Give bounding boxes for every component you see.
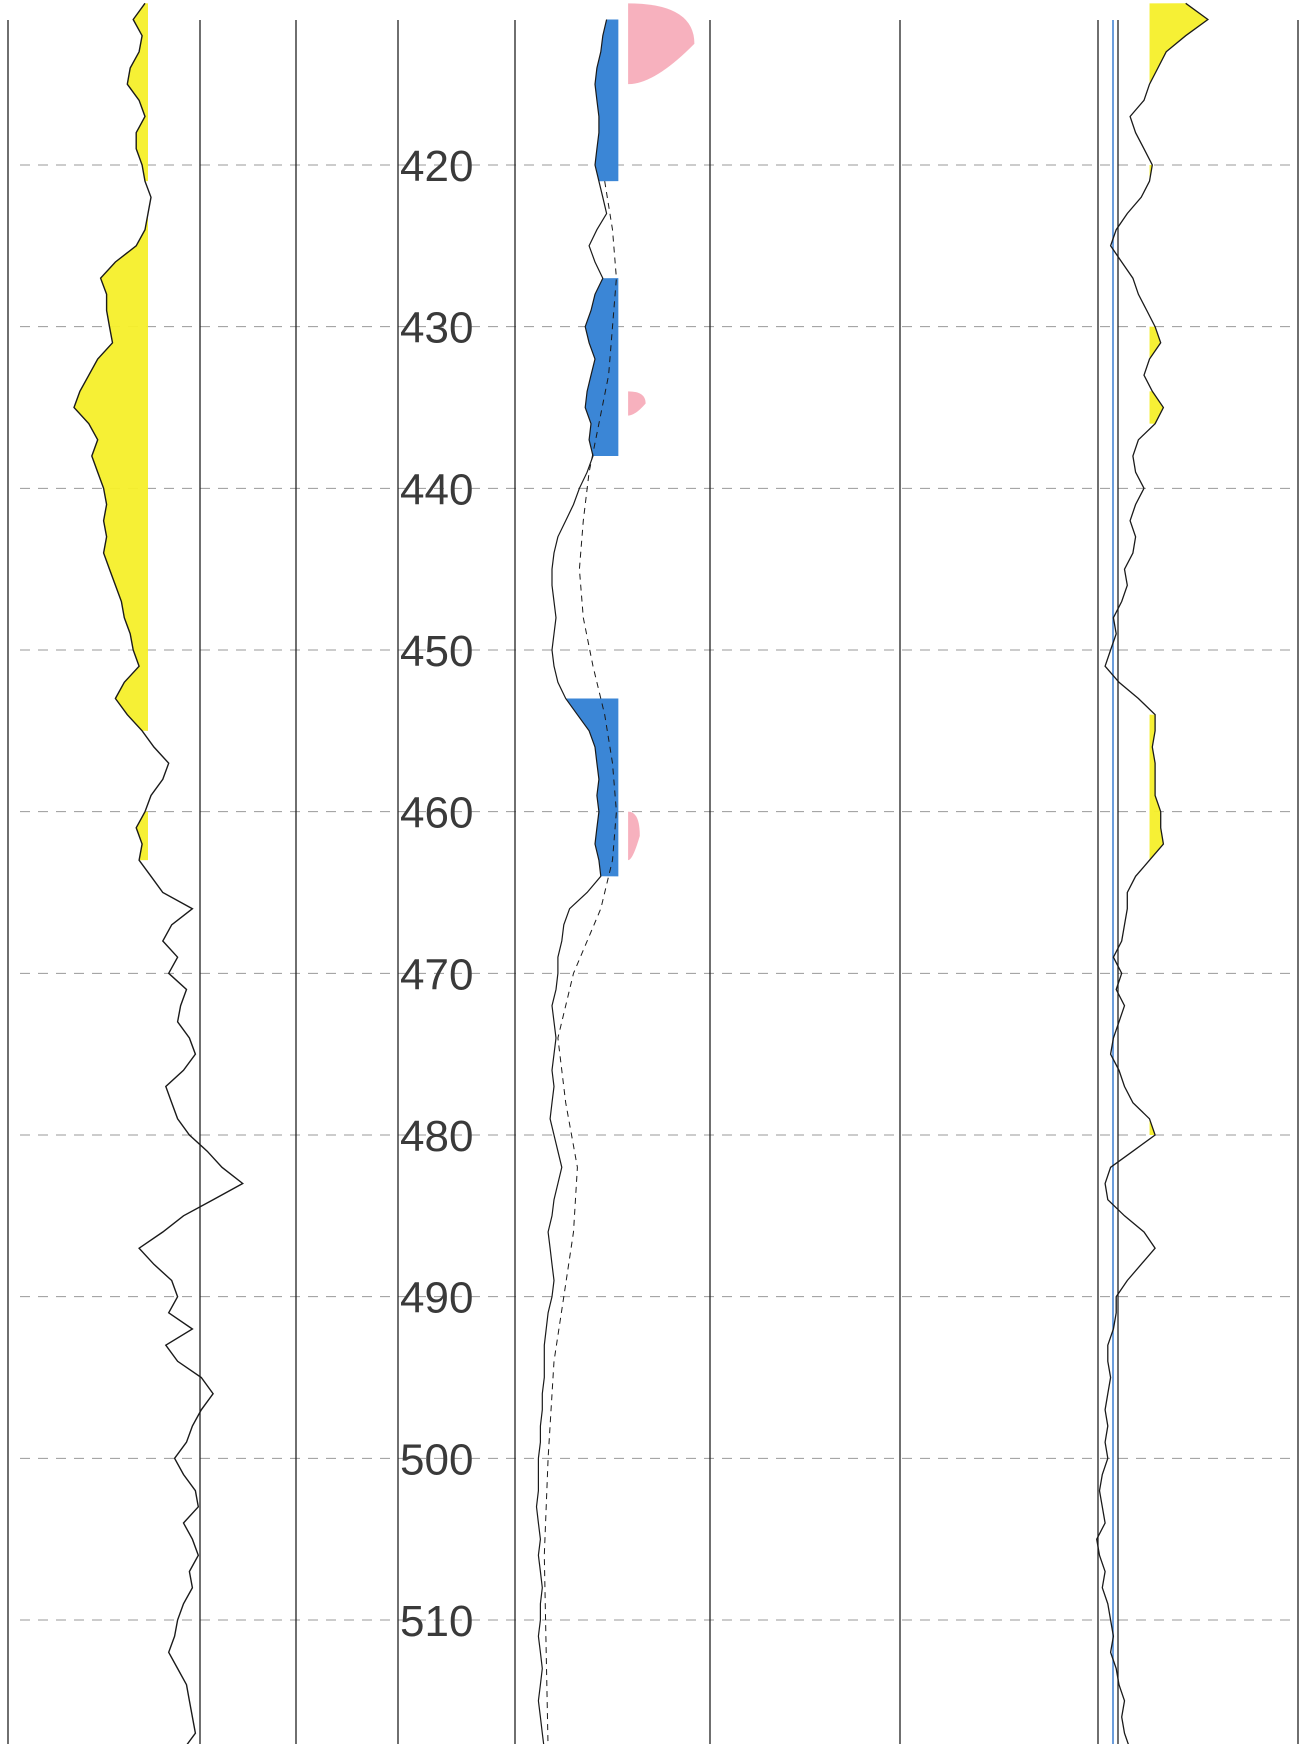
- depth-label-500: 500: [400, 1435, 473, 1484]
- track2-curve: [535, 19, 608, 1744]
- curve-shading: [74, 3, 1208, 1135]
- track3-yellow-fill-30: [1149, 714, 1164, 861]
- depth-label-450: 450: [400, 627, 473, 676]
- depth-label-420: 420: [400, 142, 473, 191]
- depth-label-470: 470: [400, 950, 473, 999]
- track2-pink-fill-1: [628, 391, 646, 416]
- track1-yellow-fill-1: [74, 213, 148, 731]
- depth-label-490: 490: [400, 1274, 473, 1323]
- depth-label-440: 440: [400, 465, 473, 514]
- log-curves: [73, 2, 1210, 1744]
- depth-label-460: 460: [400, 789, 473, 838]
- depth-label-510: 510: [400, 1597, 473, 1646]
- track2-blue-fill-2: [565, 698, 619, 877]
- depth-label-430: 430: [400, 304, 473, 353]
- track1-curve: [73, 2, 244, 1744]
- track1-yellow-fill-5: [136, 811, 148, 861]
- track-borders: [7, 20, 1299, 1744]
- track2-blue-fill-1: [585, 278, 619, 456]
- depth-gridlines: [20, 164, 1290, 1621]
- track2-pink-fill-0: [628, 3, 695, 85]
- track3-yellow-fill-12: [1149, 326, 1161, 359]
- depth-label-480: 480: [400, 1112, 473, 1161]
- track3-yellow-fill-13: [1149, 391, 1164, 424]
- track1-yellow-fill-0: [127, 3, 148, 182]
- depth-labels: 420 430 440 450 460 470 480 490 500 510: [400, 142, 473, 1646]
- track2-pink-fill-2: [628, 811, 640, 861]
- track3-yellow-fill-0: [1149, 3, 1208, 85]
- track2-blue-fill-0: [595, 19, 619, 182]
- track2-dashed-curve: [543, 181, 617, 1744]
- track3-curve: [1096, 2, 1210, 1744]
